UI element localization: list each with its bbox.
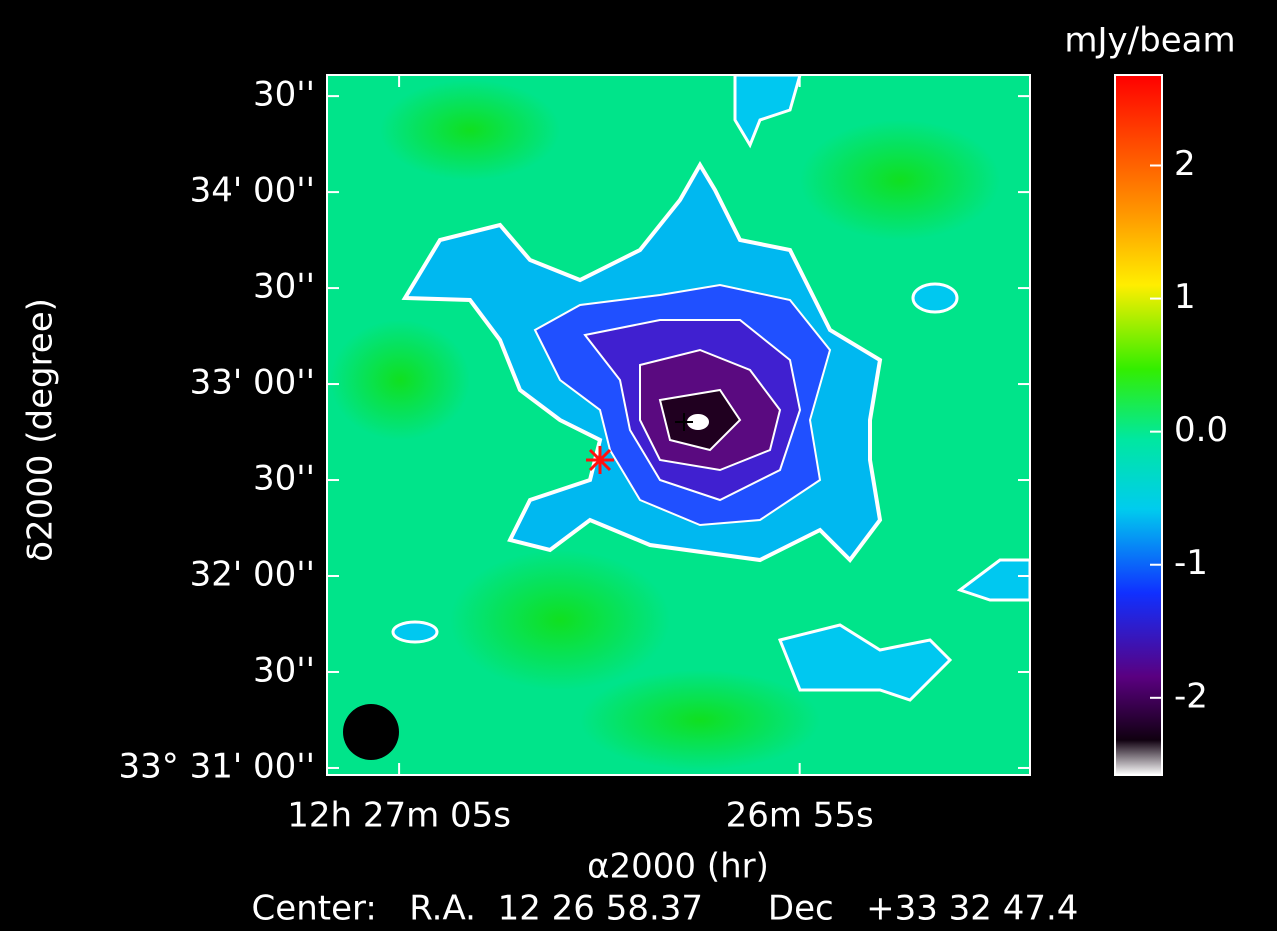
y-tick-label: 30'' (253, 75, 315, 115)
y-tick-label: 30'' (253, 267, 315, 307)
y-tick-label: 33° 31' 00'' (119, 746, 315, 786)
colorbar (1115, 75, 1162, 775)
colorbar-tick-label: 0.0 (1174, 410, 1228, 450)
y-tick-label: 32' 00'' (190, 555, 315, 595)
y-tick-label: 30'' (253, 650, 315, 690)
colorbar-tick-label: -1 (1174, 543, 1208, 583)
y-tick-label: 33' 00'' (190, 363, 315, 403)
y-axis-label: δ2000 (degree) (21, 298, 61, 562)
colorbar-title: mJy/beam (1064, 21, 1235, 61)
x-tick-label: 12h 27m 05s (287, 796, 511, 836)
colorbar-tick-label: -2 (1174, 676, 1208, 716)
x-tick-label: 26m 55s (726, 796, 874, 836)
colorbar-tick-label: 1 (1174, 277, 1196, 317)
x-axis-label: α2000 (hr) (587, 847, 769, 887)
page: mJy/beam δ2000 (degree) α2000 (hr) Cente… (0, 0, 1277, 931)
colorbar-tick-label: 2 (1174, 144, 1196, 184)
map-image (327, 75, 1030, 775)
y-tick-label: 30'' (253, 459, 315, 499)
y-tick-label: 34' 00'' (190, 171, 315, 211)
footer: Center: R.A. 12 26 58.37 Dec +33 32 47.4 (252, 889, 1079, 929)
chart: mJy/beam δ2000 (degree) α2000 (hr) Cente… (0, 0, 1277, 931)
